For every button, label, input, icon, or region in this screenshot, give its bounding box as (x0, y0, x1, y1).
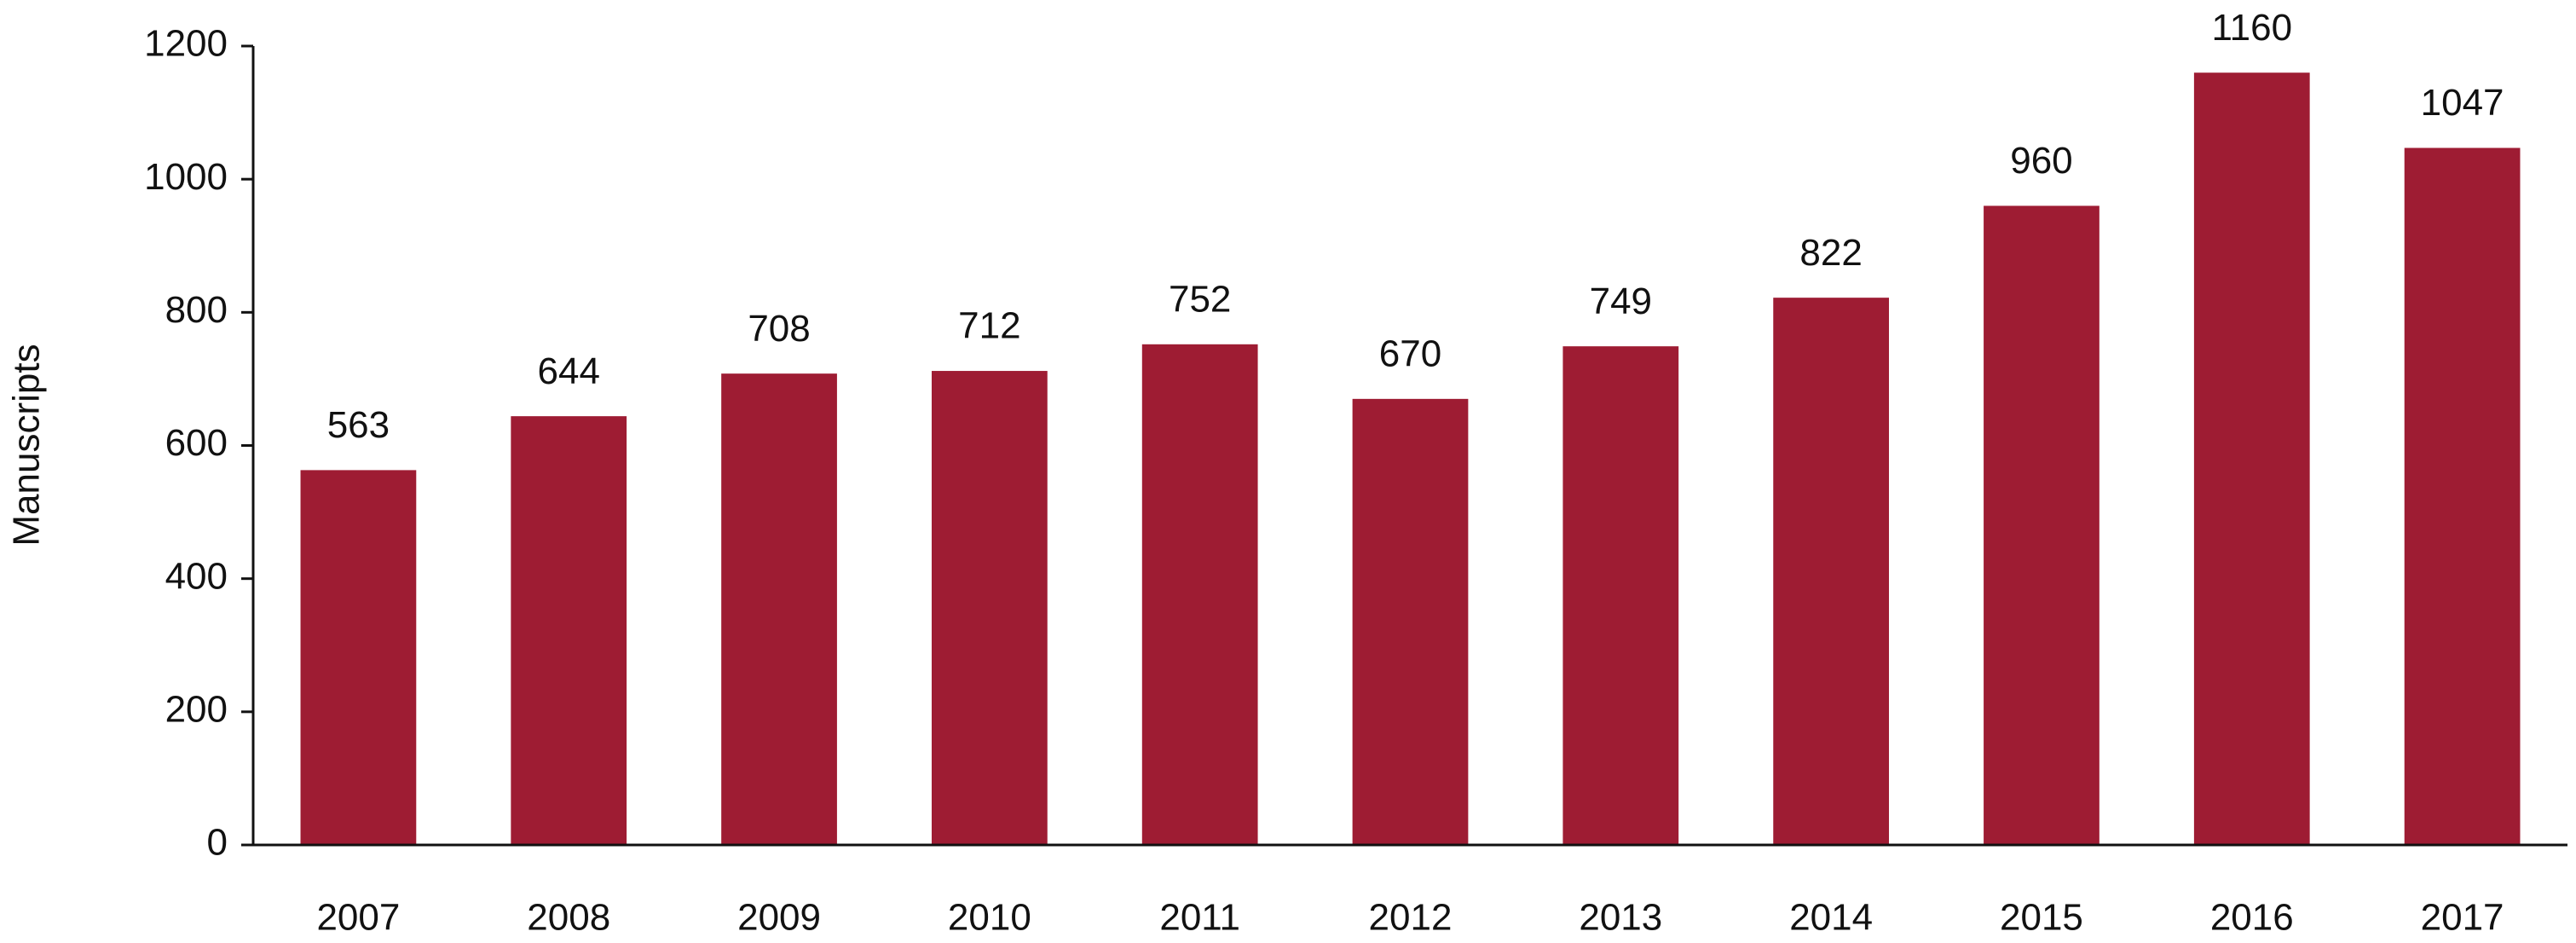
data-label: 712 (958, 305, 1020, 347)
x-tick-label: 2010 (948, 897, 1031, 939)
data-label: 563 (327, 404, 390, 446)
bar (511, 416, 627, 845)
data-label: 960 (2010, 140, 2072, 182)
x-tick-label: 2012 (1369, 897, 1453, 939)
bar (721, 373, 837, 845)
data-label: 749 (1590, 281, 1652, 322)
data-label: 644 (538, 350, 600, 392)
y-tick-label: 1000 (144, 156, 228, 198)
y-tick-label: 0 (207, 822, 228, 864)
data-label: 752 (1169, 278, 1231, 320)
y-axis-label: Manuscripts (6, 344, 48, 546)
y-tick-label: 400 (165, 555, 228, 597)
bar (300, 470, 417, 845)
data-label: 708 (748, 308, 810, 350)
x-tick-label: 2015 (2000, 897, 2083, 939)
bar (2404, 148, 2521, 845)
data-label: 1160 (2211, 7, 2292, 49)
data-label: 1047 (2421, 82, 2504, 124)
x-tick-label: 2016 (2210, 897, 2294, 939)
x-tick-label: 2008 (527, 897, 610, 939)
bar (1141, 344, 1258, 845)
x-tick-label: 2011 (1159, 897, 1240, 939)
x-tick-label: 2007 (316, 897, 400, 939)
y-tick-label: 800 (165, 289, 228, 331)
y-tick-label: 200 (165, 688, 228, 730)
x-tick-label: 2014 (1789, 897, 1873, 939)
x-tick-label: 2009 (737, 897, 821, 939)
y-tick-label: 1200 (144, 23, 228, 65)
bar (1352, 398, 1469, 845)
bar (1773, 298, 1890, 845)
data-label: 822 (1799, 232, 1862, 274)
y-tick-label: 600 (165, 422, 228, 464)
bar (1562, 346, 1679, 845)
data-label: 670 (1379, 333, 1441, 374)
bar (2193, 72, 2310, 845)
bar (931, 371, 1048, 846)
x-tick-label: 2013 (1579, 897, 1662, 939)
bar (1984, 205, 2099, 845)
x-tick-label: 2017 (2421, 897, 2504, 939)
